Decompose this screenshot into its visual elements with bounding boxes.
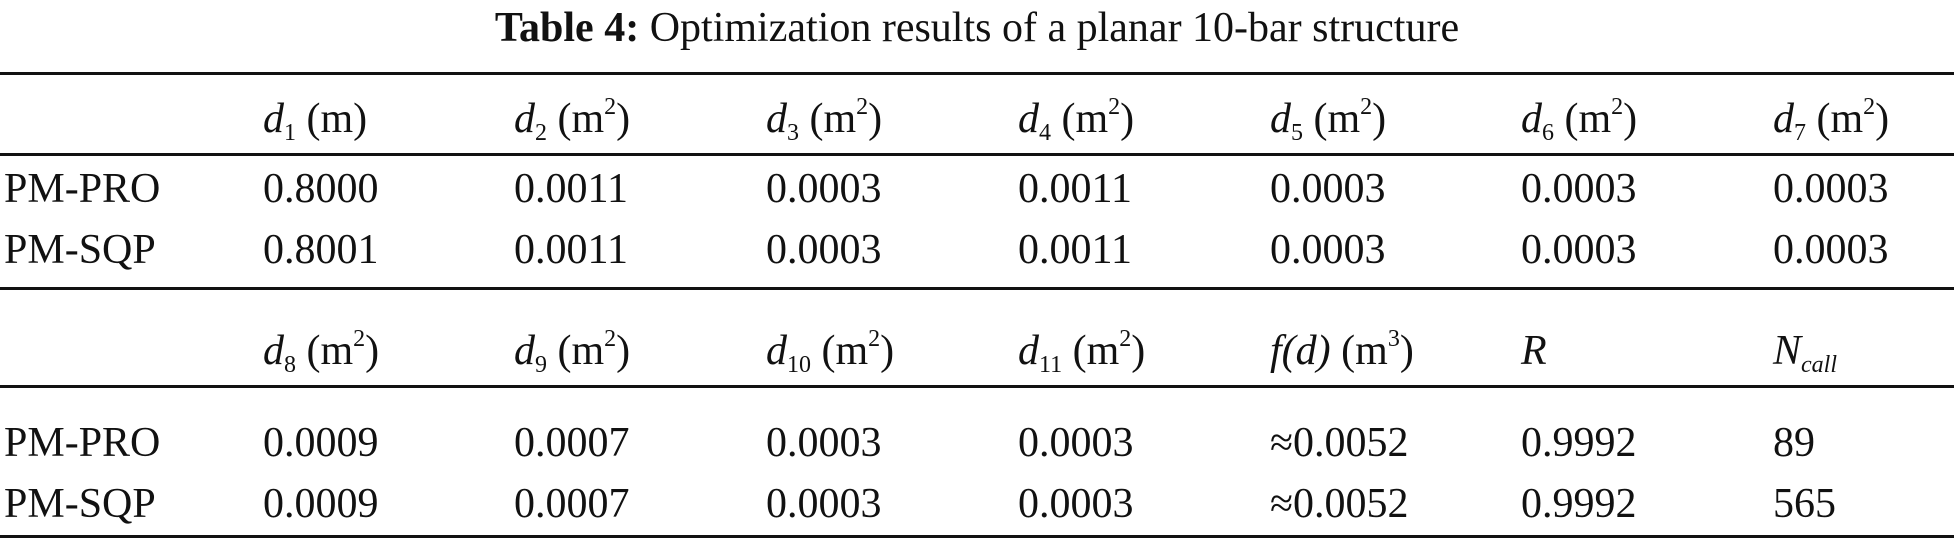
table-cell: 0.0003: [766, 481, 882, 527]
row-method-label: PM-PRO: [4, 166, 161, 212]
table-cell: 0.9992: [1521, 420, 1637, 466]
table-cell: 0.0003: [1521, 227, 1637, 273]
table-cell: ≈0.0052: [1270, 420, 1409, 466]
table-cell: ≈0.0052: [1270, 481, 1409, 527]
table-top-rule: [0, 72, 1954, 75]
col-header-d7: d7 (m2): [1773, 94, 1890, 146]
col-header-d9: d9 (m2): [514, 326, 631, 378]
table-cell: 565: [1773, 481, 1836, 527]
col-header-d1: d1 (m): [263, 96, 368, 146]
block1-header-row: d1 (m) d2 (m2) d3 (m2) d4 (m2) d5 (m2) d…: [0, 90, 1954, 148]
table-cell: 0.8001: [263, 227, 379, 273]
table-cell: 0.0003: [1270, 166, 1386, 212]
col-header-d10: d10 (m2): [766, 326, 895, 378]
table-cell: 0.0003: [1521, 166, 1637, 212]
table-cell: 0.0003: [1773, 166, 1889, 212]
table-cell: 0.0009: [263, 481, 379, 527]
col-header-d4: d4 (m2): [1018, 94, 1135, 146]
table-cell: 0.0003: [1018, 420, 1134, 466]
table-cell: 0.9992: [1521, 481, 1637, 527]
col-header-d8: d8 (m2): [263, 326, 380, 378]
block-separator-rule: [0, 287, 1954, 290]
table-cell: 0.0003: [766, 166, 882, 212]
col-header-d2: d2 (m2): [514, 94, 631, 146]
col-header-d3: d3 (m2): [766, 94, 883, 146]
col-header-objective: f(d) (m3): [1270, 326, 1414, 374]
table-cell: 0.0007: [514, 420, 630, 466]
table-bottom-rule: [0, 535, 1954, 538]
table-cell: 0.0011: [514, 166, 628, 212]
col-header-ncall: Ncall: [1773, 328, 1838, 378]
table-cell: 0.0009: [263, 420, 379, 466]
row-method-label: PM-PRO: [4, 420, 161, 466]
table-cell: 0.0011: [1018, 166, 1132, 212]
col-header-d6: d6 (m2): [1521, 94, 1638, 146]
table-row: PM-PRO 0.8000 0.0011 0.0003 0.0011 0.000…: [0, 160, 1954, 218]
table-caption-label: Table 4:: [494, 5, 640, 51]
block1-header-rule: [0, 153, 1954, 156]
table-cell: 0.8000: [263, 166, 379, 212]
table-row: PM-SQP 0.8001 0.0011 0.0003 0.0011 0.000…: [0, 221, 1954, 279]
row-method-label: PM-SQP: [4, 227, 156, 273]
table-row: PM-PRO 0.0009 0.0007 0.0003 0.0003 ≈0.00…: [0, 414, 1954, 472]
col-header-reliability: R: [1521, 328, 1547, 374]
table-cell: 0.0011: [1018, 227, 1132, 273]
col-header-d5: d5 (m2): [1270, 94, 1387, 146]
table-cell: 0.0003: [1270, 227, 1386, 273]
block2-header-rule: [0, 385, 1954, 388]
table-row: PM-SQP 0.0009 0.0007 0.0003 0.0003 ≈0.00…: [0, 475, 1954, 533]
table-cell: 0.0003: [1018, 481, 1134, 527]
table-cell: 89: [1773, 420, 1815, 466]
table-cell: 0.0003: [766, 227, 882, 273]
col-header-d11: d11 (m2): [1018, 326, 1146, 378]
table-cell: 0.0007: [514, 481, 630, 527]
table-cell: 0.0003: [1773, 227, 1889, 273]
table-cell: 0.0011: [514, 227, 628, 273]
row-method-label: PM-SQP: [4, 481, 156, 527]
table-cell: 0.0003: [766, 420, 882, 466]
table-caption: Table 4: Optimization results of a plana…: [0, 2, 1954, 54]
block2-header-row: d8 (m2) d9 (m2) d10 (m2) d11 (m2) f(d) (…: [0, 322, 1954, 380]
table-caption-text: Optimization results of a planar 10-bar …: [649, 5, 1460, 51]
